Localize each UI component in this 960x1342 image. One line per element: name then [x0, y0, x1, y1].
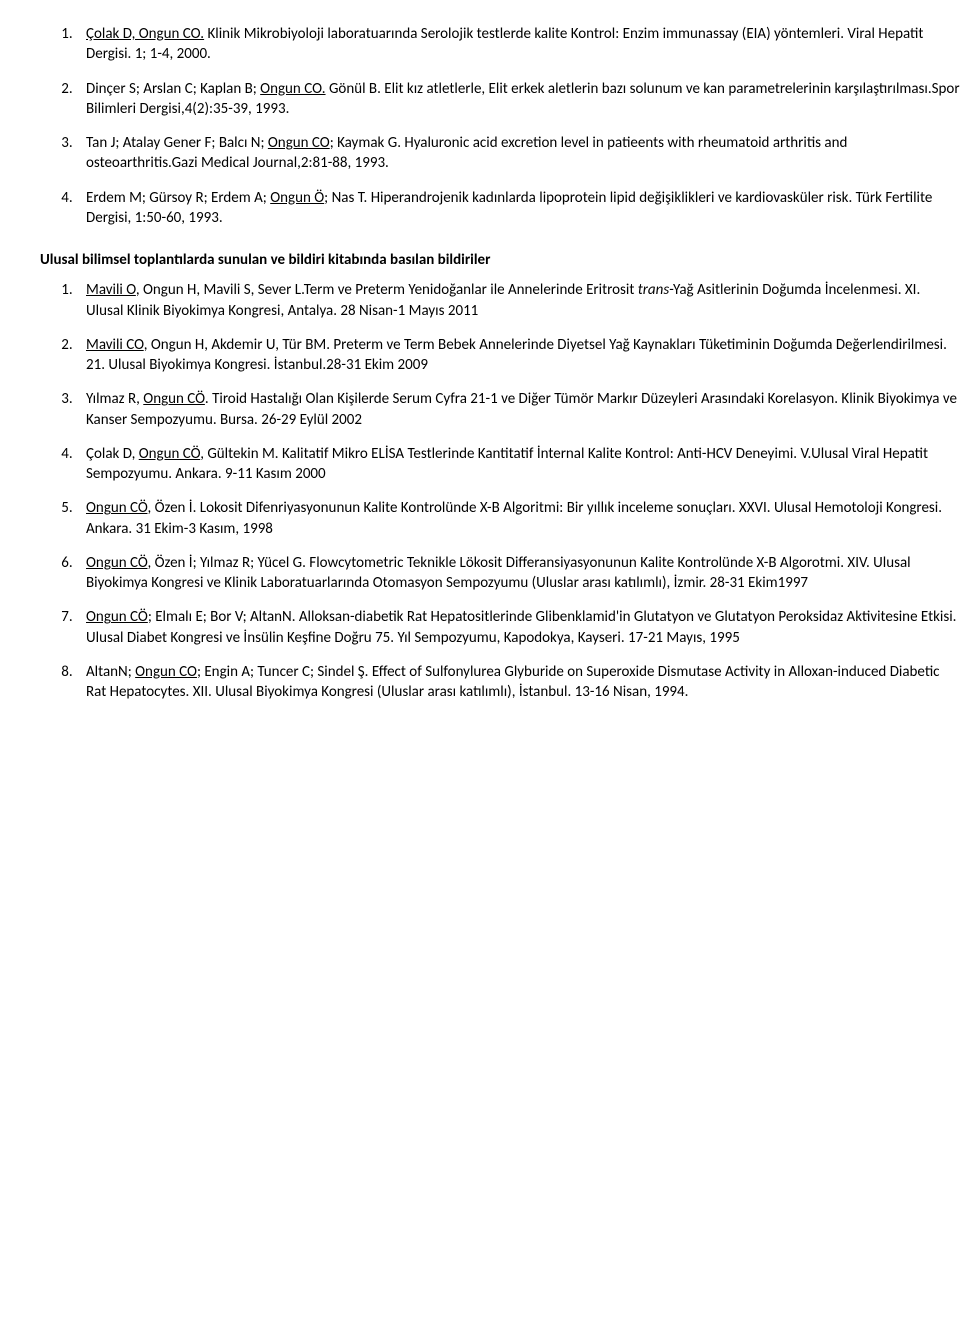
- list-item: Ongun CÖ, Özen İ; Yılmaz R; Yücel G. Flo…: [76, 553, 960, 594]
- list-item: Mavili CO, Ongun H, Akdemir U, Tür BM. P…: [76, 335, 960, 376]
- list-item: Ongun CÖ, Özen İ. Lokosit Difenriyasyonu…: [76, 498, 960, 539]
- list-item: Çolak D, Ongun CÖ, Gültekin M. Kalitatif…: [76, 444, 960, 485]
- list-item: AltanN; Ongun CO; Engin A; Tuncer C; Sin…: [76, 662, 960, 703]
- list-item: Mavili O, Ongun H, Mavili S, Sever L.Ter…: [76, 280, 960, 321]
- list-item: Erdem M; Gürsoy R; Erdem A; Ongun Ö; Nas…: [76, 188, 960, 229]
- list-item: Ongun CÖ; Elmalı E; Bor V; AltanN. Allok…: [76, 607, 960, 648]
- publication-list-2: Mavili O, Ongun H, Mavili S, Sever L.Ter…: [40, 280, 960, 702]
- list-item: Dinçer S; Arslan C; Kaplan B; Ongun CO. …: [76, 79, 960, 120]
- list-item: Tan J; Atalay Gener F; Balcı N; Ongun CO…: [76, 133, 960, 174]
- list-item: Çolak D, Ongun CO. Klinik Mikrobiyoloji …: [76, 24, 960, 65]
- section-heading: Ulusal bilimsel toplantılarda sunulan ve…: [40, 250, 960, 270]
- publication-list-1: Çolak D, Ongun CO. Klinik Mikrobiyoloji …: [40, 24, 960, 228]
- list-item: Yılmaz R, Ongun CÖ. Tiroid Hastalığı Ola…: [76, 389, 960, 430]
